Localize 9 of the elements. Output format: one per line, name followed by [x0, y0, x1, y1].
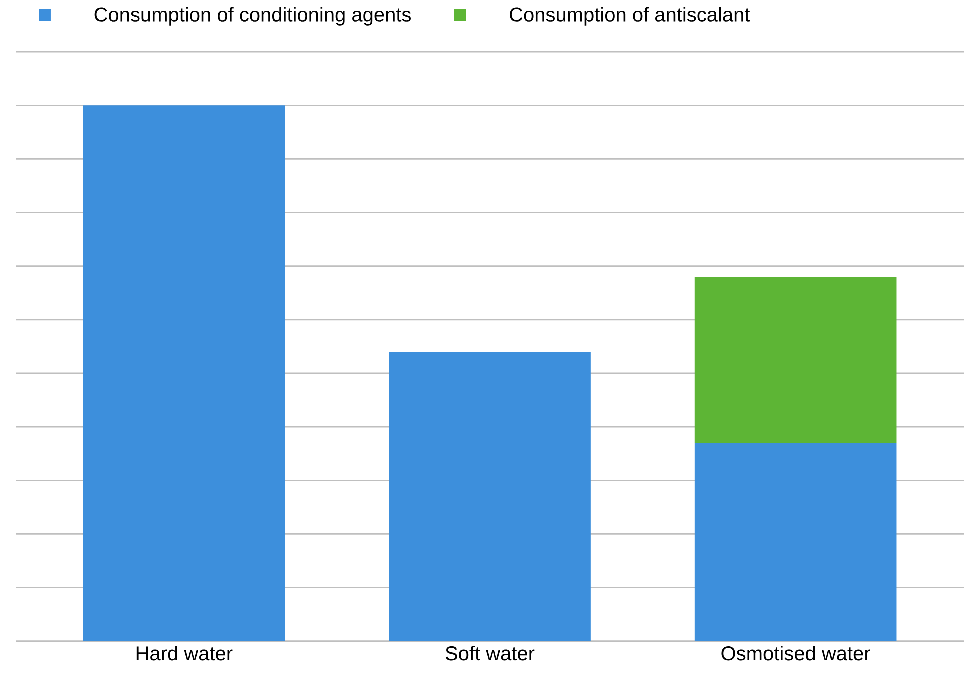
- legend-label: Consumption of conditioning agents: [94, 7, 411, 26]
- bar: [694, 276, 897, 443]
- bar: [694, 442, 897, 642]
- x-tick-label: Osmotised water: [722, 646, 870, 661]
- x-tick-label: Soft water: [446, 646, 535, 661]
- bar: [389, 352, 591, 642]
- legend-label: Consumption of antiscalant: [510, 7, 750, 26]
- bar: [83, 105, 286, 642]
- x-tick-label: Hard water: [136, 646, 233, 661]
